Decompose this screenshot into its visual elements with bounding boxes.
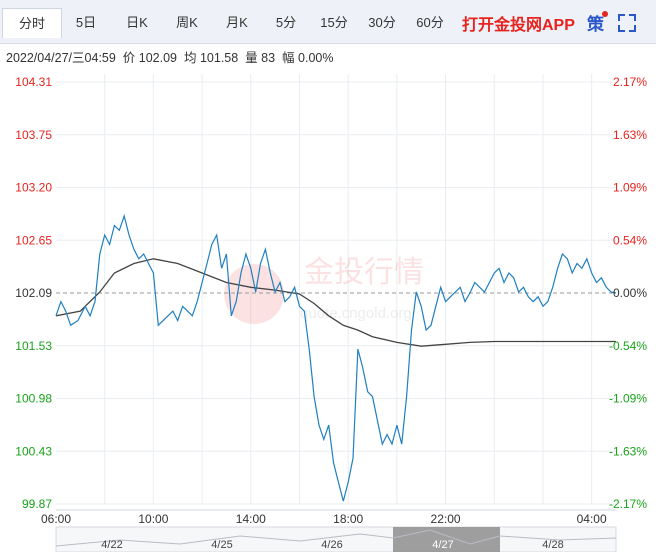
price-line bbox=[55, 213, 617, 502]
open-app-link[interactable]: 打开金投网APP bbox=[462, 17, 575, 34]
time-tick-label: 04:00 bbox=[577, 512, 607, 526]
price-tick-label: 99.87 bbox=[22, 497, 52, 511]
change-label: 幅 bbox=[282, 51, 295, 65]
chart-grid bbox=[56, 74, 616, 505]
period-tab-bar: 分时 5日 日K 周K 月K 5分 15分 30分 60分 打开金投网APP 策 bbox=[0, 0, 656, 44]
tab-weekly-k[interactable]: 周K bbox=[176, 15, 198, 30]
quote-info-row: 2022/04/27/三04:59 价 102.09 均 101.58 量 83… bbox=[6, 47, 333, 66]
percent-tick-label: 0.54% bbox=[613, 233, 647, 247]
price-tick-label: 101.53 bbox=[15, 339, 52, 353]
percent-tick-label: 0.00% bbox=[613, 286, 647, 300]
time-tick-label: 22:00 bbox=[431, 512, 461, 526]
strategy-button[interactable]: 策 bbox=[587, 15, 604, 34]
avg-label: 均 bbox=[183, 51, 197, 65]
percent-tick-label: -1.09% bbox=[609, 392, 647, 406]
fullscreen-icon[interactable] bbox=[618, 14, 636, 32]
navigator-selection bbox=[393, 527, 500, 552]
tab-monthly-k[interactable]: 月K bbox=[226, 15, 248, 30]
watermark-text: 金投行情 bbox=[304, 256, 424, 289]
volume-value: 83 bbox=[261, 51, 276, 65]
navigator-track bbox=[55, 526, 617, 552]
navigator-date-label: 4/22 bbox=[101, 539, 122, 551]
watermark-url: quote.cngold.org bbox=[300, 305, 412, 322]
navigator-date-label: 4/25 bbox=[211, 539, 232, 551]
time-tick-label: 06:00 bbox=[41, 512, 71, 526]
range-navigator: 4/22 4/25 4/26 4/27 4/28 bbox=[55, 526, 617, 552]
time-tick-label: 10:00 bbox=[138, 512, 168, 526]
percent-tick-label: 1.63% bbox=[613, 128, 647, 142]
navigator-date-label: 4/27 bbox=[432, 539, 453, 551]
change-value: 0.00% bbox=[298, 51, 334, 65]
price-tick-label: 100.43 bbox=[15, 444, 52, 458]
price-label: 价 bbox=[122, 51, 136, 65]
price-axis: 104.31 103.75 103.20 102.65 102.09 101.53 100.… bbox=[15, 75, 52, 511]
price-tick-label: 104.31 bbox=[15, 75, 52, 89]
time-tick-label: 18:00 bbox=[333, 512, 363, 526]
navigator-sparkline bbox=[55, 529, 617, 547]
average-price-line bbox=[55, 258, 616, 347]
percent-tick-label: -1.63% bbox=[609, 444, 647, 458]
price-tick-label: 100.98 bbox=[15, 392, 52, 406]
price-tick-label: 103.20 bbox=[15, 181, 52, 195]
notification-dot bbox=[602, 11, 608, 17]
tab-15min[interactable]: 15分 bbox=[320, 15, 348, 30]
tab-daily-k[interactable]: 日K bbox=[126, 15, 148, 30]
time-axis: 06:00 10:00 14:00 18:00 22:00 04:00 bbox=[41, 509, 616, 526]
percent-tick-label: 1.09% bbox=[613, 181, 647, 195]
navigator-date-label: 4/28 bbox=[542, 539, 563, 551]
quote-datetime: 2022/04/27/三04:59 bbox=[6, 51, 116, 65]
watermark-logo: 金投行情 quote.cngold.org bbox=[224, 256, 424, 324]
percent-axis: 2.17% 1.63% 1.09% 0.54% 0.00% -0.54% -1.09% -1.… bbox=[609, 75, 647, 511]
avg-value: 101.58 bbox=[199, 51, 239, 65]
price-tick-label: 102.65 bbox=[15, 233, 52, 247]
percent-tick-label: 2.17% bbox=[613, 75, 647, 89]
tab-intraday[interactable]: 分时 bbox=[2, 8, 62, 38]
percent-tick-label: -0.54% bbox=[609, 339, 647, 353]
tab-30min[interactable]: 30分 bbox=[368, 15, 396, 30]
price-value: 102.09 bbox=[138, 51, 178, 65]
price-tick-label: 103.75 bbox=[15, 128, 52, 142]
price-tick-label: 102.09 bbox=[15, 286, 52, 300]
tab-60min[interactable]: 60分 bbox=[416, 15, 444, 30]
time-tick-label: 14:00 bbox=[236, 512, 266, 526]
navigator-date-label: 4/26 bbox=[321, 539, 342, 551]
volume-label: 量 bbox=[245, 51, 258, 65]
tab-5day[interactable]: 5日 bbox=[75, 15, 97, 30]
percent-tick-label: -2.17% bbox=[609, 497, 647, 511]
tab-5min[interactable]: 5分 bbox=[275, 15, 297, 30]
